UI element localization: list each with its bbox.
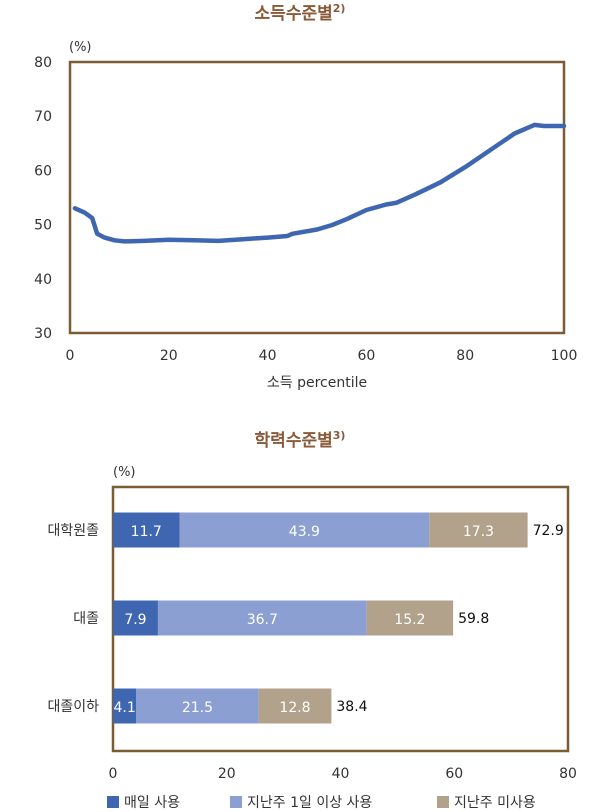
data-point	[415, 193, 417, 195]
data-point	[563, 125, 565, 127]
bar-total-label: 59.8	[458, 611, 489, 627]
x-tick-label: 40	[332, 766, 350, 782]
data-point	[533, 124, 535, 126]
data-point	[143, 240, 145, 242]
bar-segment	[258, 688, 332, 724]
data-point	[464, 166, 466, 168]
category-label: 대졸	[73, 611, 99, 627]
bar-value-label: 21.5	[182, 700, 213, 716]
data-point	[113, 239, 115, 241]
x-tick-label: 100	[551, 348, 578, 364]
data-point	[385, 204, 387, 206]
bar-segment	[113, 688, 137, 724]
bar-total-label: 72.9	[533, 523, 564, 539]
income-y-ticks: 30 40 50 60 70 80	[34, 55, 52, 342]
bar-value-label: 7.9	[124, 612, 146, 628]
y-tick-label: 50	[34, 218, 52, 234]
x-tick-label: 80	[456, 348, 474, 364]
x-tick-label: 20	[218, 766, 236, 782]
legend-label: 지난주 1일 이상 사용	[247, 795, 372, 811]
x-tick-label: 20	[160, 348, 178, 364]
x-tick-label: 60	[357, 348, 375, 364]
data-point	[96, 233, 98, 235]
income-plot-frame	[68, 60, 566, 335]
series-line	[72, 122, 567, 244]
data-point	[440, 181, 441, 183]
y-tick-label: 40	[34, 272, 52, 288]
category-label: 대학원졸	[47, 523, 99, 539]
data-point	[123, 240, 125, 242]
education-chart-title-note: 3)	[333, 429, 346, 442]
data-point	[84, 212, 86, 214]
income-chart-title-text: 소득수준별	[255, 4, 333, 24]
bar-value-label: 17.3	[463, 524, 494, 540]
bar-segment	[157, 600, 367, 636]
data-point	[267, 237, 269, 239]
y-tick-label: 30	[34, 326, 52, 342]
data-point	[395, 202, 397, 204]
education-chart-unit: (%)	[113, 465, 136, 480]
income-x-axis-label: 소득 percentile	[267, 375, 367, 391]
education-bars: 대학원졸 11.7 43.9 17.3 72.9 대졸 7.9 36.7 15.2 59.8 대졸이…	[47, 512, 564, 724]
bar-segment	[179, 512, 430, 548]
y-tick-label: 70	[34, 109, 52, 125]
x-tick-label: 0	[66, 348, 75, 364]
x-tick-label: 0	[109, 766, 118, 782]
data-point	[543, 125, 545, 127]
data-point	[168, 239, 170, 241]
income-chart-title-note: 2)	[333, 2, 346, 15]
bar-segment	[113, 600, 158, 636]
bar-segment	[136, 688, 259, 724]
data-point	[331, 224, 333, 226]
y-tick-label: 60	[34, 163, 52, 179]
bar-value-label: 11.7	[131, 524, 162, 540]
legend-label: 매일 사용	[124, 795, 180, 811]
legend-swatch	[437, 796, 449, 808]
data-point	[514, 133, 516, 135]
data-point	[286, 235, 288, 237]
data-point	[316, 228, 318, 230]
data-point	[217, 240, 219, 242]
bar-segment	[366, 600, 454, 636]
x-tick-label: 40	[259, 348, 277, 364]
x-tick-label: 80	[559, 766, 577, 782]
income-chart: 소득수준별2) (%) 30 40 50 60 70 80 0 20 40 60 80 100 소득…	[34, 2, 577, 391]
y-tick-label: 80	[34, 55, 52, 71]
bar-value-label: 36.7	[247, 612, 278, 628]
data-point	[193, 239, 194, 241]
data-point	[74, 207, 76, 209]
bar-value-label: 4.1	[114, 700, 136, 716]
bar-value-label: 12.8	[279, 700, 310, 716]
data-point	[242, 238, 244, 240]
bar-segment	[429, 512, 528, 548]
income-series	[72, 122, 567, 244]
income-chart-title: 소득수준별2)	[255, 2, 346, 24]
x-tick-label: 60	[445, 766, 463, 782]
legend: 매일 사용 지난주 1일 이상 사용 지난주 미사용	[107, 795, 536, 811]
income-chart-unit: (%)	[69, 40, 92, 55]
data-point	[489, 149, 491, 151]
data-point	[291, 233, 293, 235]
education-chart-title-text: 학력수준별	[255, 431, 333, 451]
bar-value-label: 15.2	[394, 612, 425, 628]
legend-swatch	[107, 796, 119, 808]
data-point	[104, 237, 106, 239]
education-chart-title: 학력수준별3)	[255, 429, 346, 451]
education-x-ticks: 0 20 40 60 80	[109, 766, 577, 782]
education-chart: 학력수준별3) (%) 대학원졸 11.7 43.9 17.3 72.9 대졸 7.9 36.…	[47, 429, 576, 811]
income-x-ticks: 0 20 40 60 80 100	[66, 348, 578, 364]
data-point	[365, 209, 367, 211]
legend-label: 지난주 미사용	[454, 795, 536, 811]
category-label: 대졸이하	[47, 699, 99, 715]
bar-total-label: 38.4	[336, 699, 367, 715]
data-point	[91, 217, 93, 219]
bar-value-label: 43.9	[289, 524, 320, 540]
data-point	[346, 218, 348, 220]
legend-swatch	[230, 796, 242, 808]
bar-segment	[113, 512, 180, 548]
